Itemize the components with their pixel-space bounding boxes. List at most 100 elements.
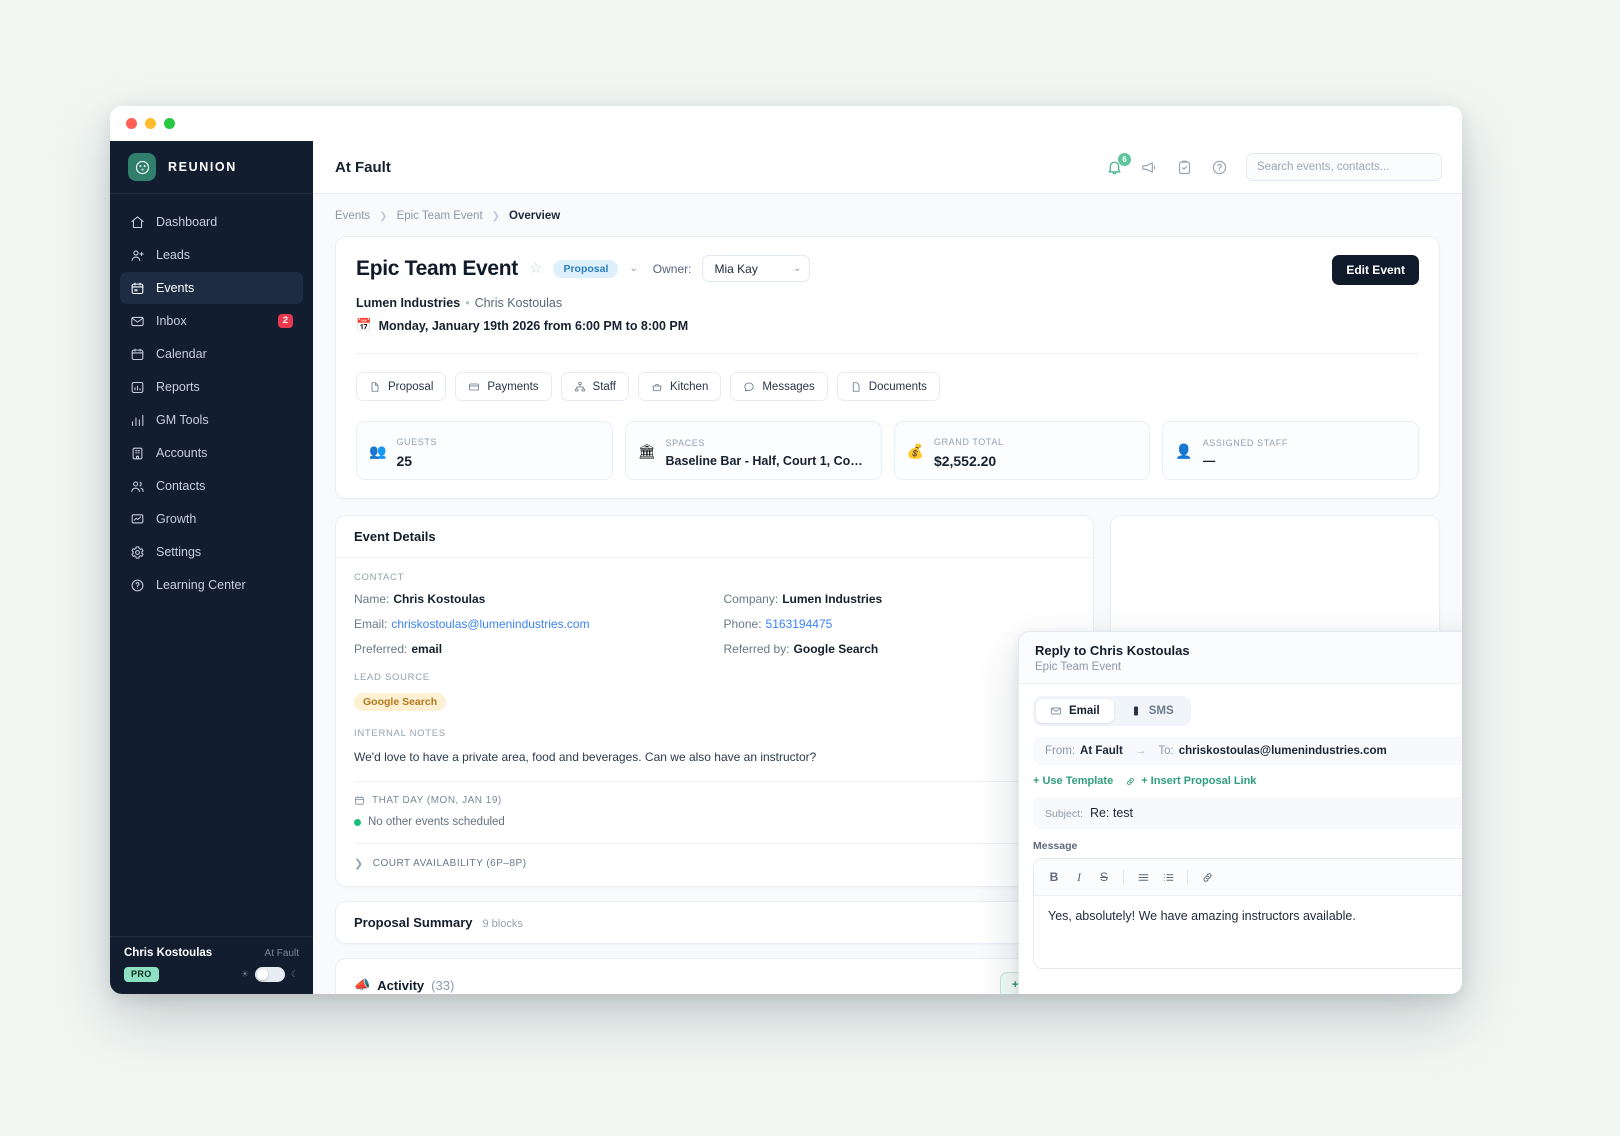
chat-icon bbox=[744, 382, 755, 391]
sidebar-item-leads[interactable]: Leads bbox=[120, 239, 303, 271]
stat-value: Baseline Bar - Half, Court 1, Court 5 bbox=[665, 454, 869, 468]
message-label: Message bbox=[1033, 840, 1078, 852]
brand-name: REUNION bbox=[168, 160, 237, 174]
court-availability-label: COURT AVAILABILITY (6P–8P) bbox=[372, 858, 527, 869]
divider bbox=[354, 781, 1075, 782]
chevron-right-icon: ❯ bbox=[379, 210, 388, 222]
sidebar-item-contacts[interactable]: Contacts bbox=[120, 470, 303, 502]
sidebar-item-label: Events bbox=[156, 281, 195, 295]
event-contact[interactable]: Chris Kostoulas bbox=[474, 296, 563, 310]
italic-icon[interactable]: I bbox=[1077, 869, 1081, 884]
from-label: From: bbox=[1045, 745, 1076, 757]
breadcrumb-current: Overview bbox=[509, 210, 561, 222]
field-label: Preferred: bbox=[354, 642, 408, 656]
sidebar-footer: Chris Kostoulas At Fault PRO ☀ ☾ bbox=[110, 936, 313, 994]
proposal-summary-card[interactable]: Proposal Summary 9 blocks bbox=[335, 901, 1094, 944]
use-template-link[interactable]: + Use Template bbox=[1033, 775, 1114, 787]
status-badge[interactable]: Proposal bbox=[553, 259, 619, 278]
theme-switch[interactable] bbox=[254, 967, 285, 982]
brand[interactable]: REUNION bbox=[110, 141, 313, 194]
section-title: Proposal Summary bbox=[354, 915, 473, 930]
internal-notes-kicker: INTERNAL NOTES bbox=[354, 728, 446, 739]
phone-link[interactable]: 5163194475 bbox=[765, 617, 833, 631]
subject-label: Subject: bbox=[1045, 808, 1083, 820]
document-icon bbox=[371, 381, 379, 392]
sidebar-item-events[interactable]: Events bbox=[120, 272, 303, 304]
activity-title-group: 📣 Activity (33) bbox=[354, 977, 454, 993]
sidebar-item-growth[interactable]: Growth bbox=[120, 503, 303, 535]
sidebar-item-calendar[interactable]: Calendar bbox=[120, 338, 303, 370]
sidebar-item-reports[interactable]: Reports bbox=[120, 371, 303, 403]
message-editor: B I S Yes, absolutely! We have amazing i… bbox=[1033, 858, 1462, 969]
field-company: Company: Lumen Industries bbox=[724, 592, 1076, 606]
sidebar-item-accounts[interactable]: Accounts bbox=[120, 437, 303, 469]
breadcrumb-item-event[interactable]: Epic Team Event bbox=[396, 210, 483, 222]
bold-icon[interactable]: B bbox=[1049, 870, 1059, 884]
email-link[interactable]: chriskostoulas@lumenindustries.com bbox=[391, 617, 590, 631]
compose-quick-actions: + Use Template + Insert Proposal Link bbox=[1033, 775, 1462, 787]
tab-proposal[interactable]: Proposal bbox=[356, 372, 447, 401]
owner-value: Mia Kay bbox=[714, 261, 758, 276]
toolbar-divider bbox=[1123, 869, 1124, 885]
event-tabs: Proposal Payments Staff bbox=[356, 353, 1419, 401]
subject-value: Re: test bbox=[1089, 806, 1134, 820]
org-chart-icon bbox=[574, 381, 585, 391]
edit-event-button[interactable]: Edit Event bbox=[1332, 255, 1419, 285]
message-body-input[interactable]: Yes, absolutely! We have amazing instruc… bbox=[1048, 909, 1356, 923]
users-icon bbox=[130, 479, 145, 494]
sidebar-item-label: Dashboard bbox=[156, 215, 218, 229]
bell-icon[interactable]: 6 bbox=[1106, 152, 1131, 176]
search-input[interactable]: Search events, contacts... bbox=[1246, 153, 1442, 181]
megaphone-icon[interactable] bbox=[1141, 159, 1158, 176]
reply-compose-panel: Reply to Chris Kostoulas Epic Team Event… bbox=[1018, 631, 1462, 994]
sidebar-item-inbox[interactable]: Inbox 2 bbox=[120, 305, 303, 337]
window-maximize-button[interactable] bbox=[164, 118, 175, 129]
subject-field[interactable]: Subject: Re: test Edit bbox=[1033, 797, 1462, 829]
that-day-row: THAT DAY (MON, JAN 19) bbox=[354, 795, 1075, 806]
stat-grand-total: 💰 GRAND TOTAL $2,552.20 bbox=[893, 421, 1151, 480]
align-icon[interactable] bbox=[1132, 866, 1154, 888]
notification-count-badge: 6 bbox=[1118, 152, 1131, 166]
user-plus-icon bbox=[130, 248, 145, 263]
clipboard-check-icon[interactable] bbox=[1176, 159, 1193, 176]
activity-emoji-icon: 📣 bbox=[354, 977, 371, 992]
that-day-status-text: No other events scheduled bbox=[368, 816, 505, 828]
tab-kitchen[interactable]: Kitchen bbox=[637, 372, 722, 401]
window-minimize-button[interactable] bbox=[145, 118, 156, 129]
proposal-summary-header: Proposal Summary 9 blocks bbox=[336, 902, 1093, 943]
event-company[interactable]: Lumen Industries bbox=[356, 296, 461, 310]
tab-staff[interactable]: Staff bbox=[560, 372, 629, 401]
that-day-status: No other events scheduled bbox=[354, 816, 1075, 828]
arrow-right-icon: → bbox=[1134, 745, 1147, 757]
list-icon[interactable] bbox=[1157, 866, 1179, 888]
star-icon[interactable]: ☆ bbox=[529, 260, 543, 277]
stat-assigned-staff: 👤 ASSIGNED STAFF — bbox=[1162, 421, 1419, 480]
court-availability-toggle[interactable]: ❯ COURT AVAILABILITY (6P–8P) bbox=[354, 857, 1075, 870]
left-column: Event Details CONTACT Name: Chris Kostoul… bbox=[335, 515, 1094, 994]
tab-messages[interactable]: Messages bbox=[730, 372, 828, 401]
field-label: Company: bbox=[723, 592, 779, 606]
link-icon[interactable] bbox=[1196, 866, 1218, 888]
tab-payments[interactable]: Payments bbox=[455, 372, 552, 401]
strikethrough-icon[interactable]: S bbox=[1099, 870, 1108, 884]
sidebar-item-dashboard[interactable]: Dashboard bbox=[120, 206, 303, 238]
editor-toolbar: B I S bbox=[1034, 859, 1462, 896]
compose-header: Reply to Chris Kostoulas Epic Team Event… bbox=[1019, 632, 1462, 684]
channel-email-tab[interactable]: Email bbox=[1036, 699, 1114, 723]
sidebar-item-gm-tools[interactable]: GM Tools bbox=[120, 404, 303, 436]
chevron-down-icon[interactable]: ⌄ bbox=[629, 263, 638, 274]
calendar-emoji-icon: 📅 bbox=[356, 318, 372, 332]
channel-sms-tab[interactable]: SMS bbox=[1116, 699, 1188, 723]
window-close-button[interactable] bbox=[126, 118, 137, 129]
help-circle-icon[interactable] bbox=[1211, 159, 1228, 176]
tab-documents[interactable]: Documents bbox=[836, 372, 940, 401]
breadcrumb-item-events[interactable]: Events bbox=[335, 210, 371, 222]
tab-label: Messages bbox=[762, 380, 815, 393]
owner-select[interactable]: Mia Kay ⌄ bbox=[702, 255, 811, 282]
stat-value: — bbox=[1202, 454, 1216, 468]
sidebar-item-settings[interactable]: Settings bbox=[120, 536, 303, 568]
insert-proposal-link[interactable]: + Insert Proposal Link bbox=[1125, 775, 1256, 787]
theme-toggle[interactable]: ☀ ☾ bbox=[241, 967, 299, 982]
sidebar-item-learning-center[interactable]: Learning Center bbox=[120, 569, 303, 601]
